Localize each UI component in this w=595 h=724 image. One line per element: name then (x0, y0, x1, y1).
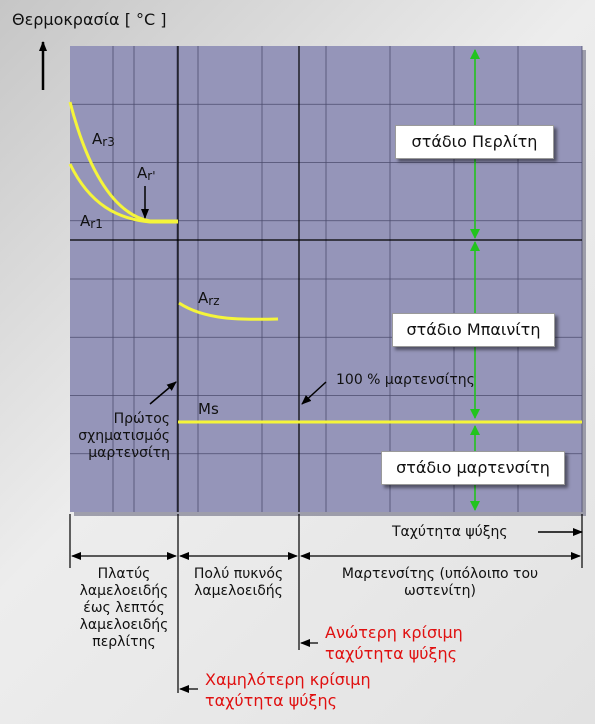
region-2-label: Πολύ πυκνός λαμελοειδής (193, 566, 284, 599)
lower-critical-label: Χαμηλότερη κρίσιμη ταχύτητα ψύξης (205, 670, 371, 710)
ar1-curve (68, 163, 178, 224)
ar1-label: Ar1 (80, 212, 103, 231)
ar-prime-label: Ar' (137, 164, 156, 183)
y-axis-label: Θερμοκρασία [ °C ] (12, 10, 167, 29)
ms-label: Ms (198, 400, 219, 418)
region-3-label: Μαρτενσίτης (υπόλοιπο του ωστενίτη) (341, 566, 539, 599)
stage-pearlite-box: στάδιο Περλίτη (395, 125, 554, 159)
x-axis-label: Ταχύτητα ψύξης (392, 524, 508, 540)
full-martensite-arrow (301, 381, 327, 405)
first-martensite-label: Πρώτος σχηματισμός μαρτενσίτη (78, 411, 170, 461)
stage-martensite-box: στάδιο μαρτενσίτη (381, 451, 565, 485)
full-martensite-label: 100 % μαρτενσίτης (336, 372, 475, 388)
arz-curve (178, 301, 279, 321)
arz-label: Arz (198, 289, 220, 308)
stage-bainite-box: στάδιο Μπαινίτη (392, 313, 555, 347)
region-separators (69, 514, 583, 693)
first-martensite-arrow (149, 381, 177, 405)
region-1-label: Πλατύς λαμελοειδής έως λεπτός λαμελοειδή… (79, 566, 169, 650)
ar3-label: Ar3 (92, 130, 115, 149)
upper-critical-label: Ανώτερη κρίσιμη ταχύτητα ψύξης (325, 623, 463, 663)
ar3-curve (68, 101, 178, 223)
